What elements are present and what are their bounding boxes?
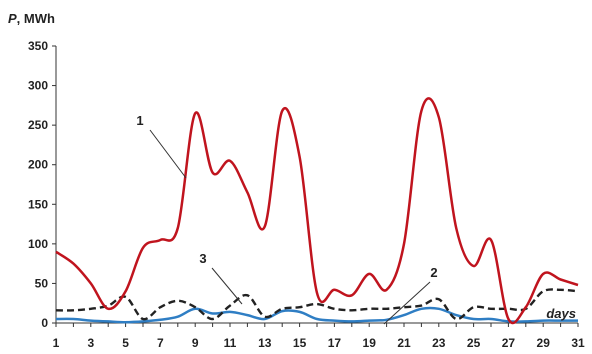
series-line-2 xyxy=(55,306,578,324)
series-callouts: 1 2 3 xyxy=(136,113,438,325)
y-axis-unit: , MWh xyxy=(17,11,55,26)
x-tick-label: 23 xyxy=(432,336,446,350)
x-tick-label: 27 xyxy=(502,336,516,350)
y-tick-label: 200 xyxy=(28,158,48,172)
y-tick-label: 0 xyxy=(41,316,48,330)
y-tick-label: 100 xyxy=(28,237,48,251)
series-label-2: 2 xyxy=(430,265,437,280)
series-line-1 xyxy=(55,97,579,325)
y-axis: 0 50 100 150 200 250 300 350 xyxy=(28,39,57,330)
x-axis-title: days xyxy=(546,306,576,321)
x-tick-label: 13 xyxy=(258,336,272,350)
callout-leader-2 xyxy=(383,281,431,325)
y-tick-label: 300 xyxy=(28,79,48,93)
y-axis-variable: P xyxy=(8,11,17,26)
y-tick-label: 50 xyxy=(35,276,49,290)
y-tick-label: 150 xyxy=(28,197,48,211)
x-tick-label: 3 xyxy=(87,336,94,350)
series-line-3 xyxy=(55,288,579,321)
x-tick-label: 5 xyxy=(122,336,129,350)
x-tick-label: 11 xyxy=(224,336,237,350)
x-axis: 1 3 5 7 9 11 13 15 17 19 21 23 25 27 29 31 xyxy=(53,322,585,350)
x-tick-label: 31 xyxy=(571,336,585,350)
x-tick-label: 25 xyxy=(467,336,481,350)
callout-leader-3 xyxy=(211,267,243,305)
x-tick-label: 19 xyxy=(363,336,377,350)
y-axis-title: P, MWh xyxy=(8,11,55,26)
x-tick-label: 7 xyxy=(157,336,164,350)
y-tick-label: 350 xyxy=(28,39,48,53)
series-lines xyxy=(55,97,579,325)
x-tick-label: 15 xyxy=(293,336,307,350)
series-label-3: 3 xyxy=(199,251,206,266)
x-tick-label: 21 xyxy=(397,336,411,350)
x-tick-label: 17 xyxy=(328,336,342,350)
x-tick-label: 29 xyxy=(537,336,551,350)
x-tick-label: 1 xyxy=(53,336,60,350)
y-tick-label: 250 xyxy=(28,118,48,132)
x-tick-label: 9 xyxy=(192,336,199,350)
callout-leader-1 xyxy=(149,129,187,179)
series-label-1: 1 xyxy=(136,113,143,128)
